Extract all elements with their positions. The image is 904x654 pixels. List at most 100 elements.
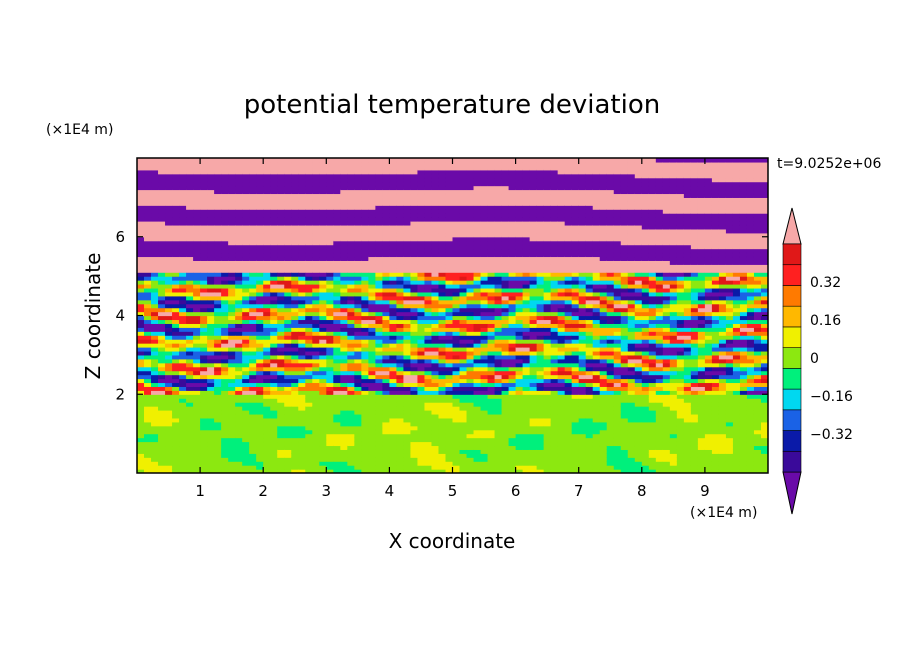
heat-cell xyxy=(326,386,334,391)
heat-cell xyxy=(382,386,390,391)
heat-cell xyxy=(557,165,566,171)
heat-cell xyxy=(270,189,278,195)
heat-cell xyxy=(536,331,545,336)
heat-cell xyxy=(249,469,257,473)
heat-cell xyxy=(319,169,327,175)
heat-cell xyxy=(354,244,362,250)
heat-cell xyxy=(172,461,180,466)
heat-cell xyxy=(445,185,454,191)
heat-cell xyxy=(445,465,454,470)
heat-cell xyxy=(158,382,166,387)
heat-cell xyxy=(207,453,215,458)
heat-cell xyxy=(403,217,412,222)
heat-cell xyxy=(165,421,173,427)
heat-cell xyxy=(466,173,475,179)
heat-cell xyxy=(298,181,306,187)
heat-cell xyxy=(179,291,187,297)
heat-cell xyxy=(186,268,194,273)
heat-cell xyxy=(375,228,383,234)
heat-cell xyxy=(564,386,573,391)
heat-cell xyxy=(249,201,257,206)
heat-cell xyxy=(473,287,482,293)
heat-cell xyxy=(333,465,341,470)
heat-cell xyxy=(564,429,573,435)
heat-cell xyxy=(375,413,383,419)
heat-cell xyxy=(522,358,531,364)
heat-cell xyxy=(522,295,531,301)
heat-cell xyxy=(305,303,313,309)
heat-cell xyxy=(221,158,229,163)
heat-cell xyxy=(326,457,334,462)
heat-cell xyxy=(403,287,412,293)
heat-cell xyxy=(361,417,369,423)
heat-cell xyxy=(319,441,327,447)
heat-cell xyxy=(403,394,412,399)
heat-cell xyxy=(333,327,341,332)
heat-cell xyxy=(305,280,313,285)
heat-cell xyxy=(515,445,524,450)
heat-cell xyxy=(529,421,538,427)
heat-cell xyxy=(459,303,468,309)
heat-cell xyxy=(235,291,243,297)
heat-cell xyxy=(242,244,250,250)
heat-cell xyxy=(480,382,489,387)
heat-cell xyxy=(473,169,482,175)
heat-cell xyxy=(263,374,271,380)
heat-cell xyxy=(543,347,552,352)
heat-cell xyxy=(389,252,398,258)
heat-cell xyxy=(193,449,201,454)
heat-cell xyxy=(354,284,362,289)
heat-cell xyxy=(354,465,362,470)
heat-cell xyxy=(403,228,412,234)
heat-cell xyxy=(445,189,454,195)
heat-cell xyxy=(179,354,187,360)
heat-cell xyxy=(340,347,348,352)
heat-cell xyxy=(291,209,299,214)
heat-cell xyxy=(522,280,531,285)
heat-cell xyxy=(179,350,187,356)
heat-cell xyxy=(305,236,313,242)
heat-cell xyxy=(277,268,285,273)
heat-cell xyxy=(214,256,222,261)
heat-cell xyxy=(459,339,468,344)
heat-cell xyxy=(438,445,447,450)
heat-cell xyxy=(326,366,334,372)
heat-cell xyxy=(137,319,145,324)
heat-cell xyxy=(375,173,383,179)
heat-cell xyxy=(431,433,440,439)
heat-cell xyxy=(214,327,222,332)
heat-cell xyxy=(508,272,517,277)
heat-cell xyxy=(291,260,299,265)
heat-cell xyxy=(256,248,264,254)
heat-cell xyxy=(193,213,201,218)
heat-cell xyxy=(494,236,503,242)
heat-cell xyxy=(466,287,475,293)
heat-cell xyxy=(228,217,236,222)
heat-cell xyxy=(375,358,383,364)
heat-cell xyxy=(137,374,145,380)
heat-cell xyxy=(529,453,538,458)
heat-cell xyxy=(347,339,355,344)
heat-cell xyxy=(186,224,194,230)
heat-cell xyxy=(396,165,405,171)
heat-cell xyxy=(137,386,145,391)
heat-cell xyxy=(480,425,489,431)
heat-cell xyxy=(172,417,180,423)
heat-cell xyxy=(137,173,145,179)
heat-cell xyxy=(242,323,250,328)
heat-cell xyxy=(179,161,187,167)
heat-cell xyxy=(284,287,292,293)
heat-cell xyxy=(256,291,264,297)
heat-cell xyxy=(403,248,412,254)
heat-cell xyxy=(200,465,208,470)
heat-cell xyxy=(270,445,278,450)
heat-cell xyxy=(396,358,405,364)
heat-cell xyxy=(151,224,159,230)
heat-cell xyxy=(256,213,264,218)
heat-cell xyxy=(529,228,538,234)
heat-cell xyxy=(466,457,475,462)
heat-cell xyxy=(543,339,552,344)
heat-cell xyxy=(305,449,313,454)
heat-cell xyxy=(389,465,398,470)
heat-cell xyxy=(270,425,278,431)
